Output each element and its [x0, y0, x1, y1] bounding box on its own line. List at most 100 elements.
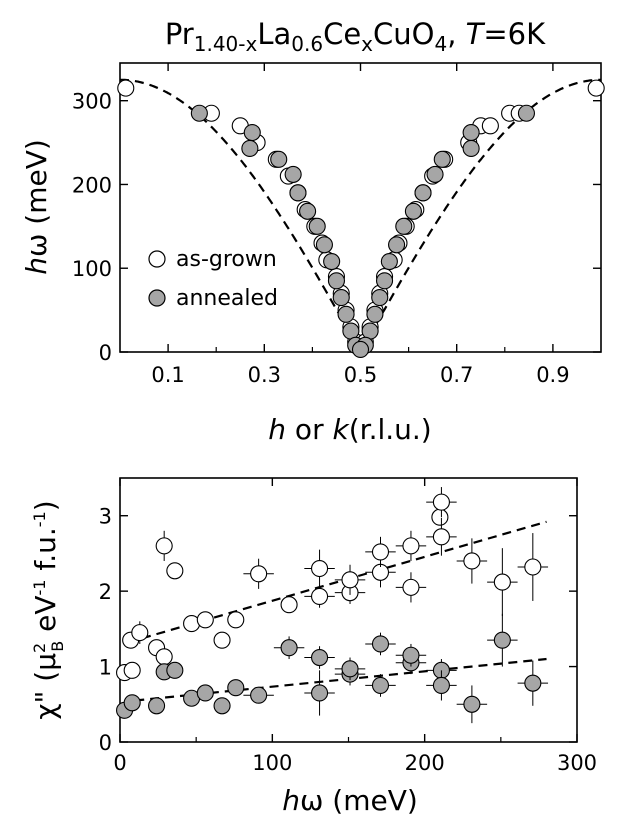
data-point-annealed: [250, 686, 268, 704]
legend-marker-annealed: [148, 289, 166, 307]
legend-label-annealed: annealed: [176, 286, 278, 311]
top-axes: 0.1 0.3 0.5 0.7 0.9 0 100 200 300: [72, 63, 601, 387]
data-point-as-grown: [432, 493, 450, 511]
x-tick-label-top: 0.9: [536, 363, 569, 387]
data-point-annealed: [432, 676, 450, 694]
x-tick-label-top: 0.7: [440, 363, 473, 387]
data-point-annealed: [308, 217, 326, 235]
data-point-annealed: [337, 305, 355, 323]
data-point-as-grown: [402, 578, 420, 596]
y-tick-label-top: 300: [72, 90, 112, 114]
data-point-as-grown: [402, 537, 420, 555]
data-point-annealed: [227, 679, 245, 697]
data-point-annealed: [462, 139, 480, 157]
legend-marker-as-grown: [148, 250, 166, 268]
data-point-annealed: [351, 340, 370, 359]
legend: as-grown annealed: [148, 247, 278, 311]
data-point-annealed: [361, 322, 379, 340]
x-tick-label-top: 0.3: [248, 363, 281, 387]
y-tick-label-bottom: 2: [99, 580, 112, 604]
data-point-annealed: [517, 104, 535, 122]
data-point-annealed: [311, 648, 329, 667]
chart-title: Pr1.40-xLa0.6CexCuO4, T=6K: [165, 17, 546, 56]
data-point-annealed: [323, 252, 341, 271]
x-tick-label-top: 0.1: [151, 363, 184, 387]
data-point-as-grown: [481, 117, 499, 135]
susceptibility-panel: 0 100 200 300 0 1 2 3 hω (meV) χ" (μ2B eV-1 f.u…: [29, 477, 597, 817]
y-tick-label-bottom: 3: [99, 505, 112, 529]
y-tick-label-bottom: 1: [99, 656, 112, 680]
data-point-annealed: [241, 139, 259, 157]
data-point-as-grown: [280, 596, 298, 614]
top-data-points: [117, 79, 605, 359]
data-point-annealed: [433, 150, 451, 168]
data-point-annealed: [243, 123, 261, 142]
data-point-as-grown: [250, 565, 268, 583]
data-point-as-grown: [524, 558, 542, 576]
dispersion-panel: 0.1 0.3 0.5 0.7 0.9 0 100 200 300 as-grown annea…: [20, 62, 605, 446]
data-point-as-grown: [493, 573, 511, 591]
data-point-as-grown: [463, 552, 481, 570]
data-point-annealed: [315, 236, 333, 254]
data-point-annealed: [342, 322, 360, 340]
data-point-annealed: [493, 631, 511, 649]
data-point-annealed: [414, 184, 432, 202]
data-point-as-grown: [196, 611, 214, 629]
bottom-axes: 0 100 200 300 0 1 2 3: [99, 478, 597, 775]
data-point-annealed: [462, 123, 480, 142]
data-point-annealed: [426, 165, 444, 183]
data-point-annealed: [190, 104, 208, 122]
data-point-as-grown: [431, 508, 449, 526]
y-tick-label-bottom: 0: [99, 731, 112, 755]
data-point-annealed: [280, 639, 298, 657]
y-axis-label-top: hω (meV): [20, 139, 53, 275]
bottom-data-points: [116, 487, 549, 724]
data-point-annealed: [395, 217, 413, 235]
data-point-as-grown: [123, 661, 141, 679]
data-point-annealed: [166, 661, 184, 679]
data-point-as-grown: [587, 79, 605, 97]
data-point-annealed: [332, 289, 350, 307]
data-point-annealed: [371, 635, 390, 653]
data-point-annealed: [404, 202, 422, 220]
data-point-annealed: [388, 236, 406, 254]
data-point-as-grown: [227, 611, 245, 629]
x-axis-label-bottom: hω (meV): [282, 784, 418, 817]
x-tick-label-bottom: 0: [113, 751, 126, 775]
data-point-as-grown: [166, 562, 184, 580]
data-point-annealed: [213, 697, 231, 715]
data-point-annealed: [341, 660, 359, 678]
data-point-annealed: [196, 684, 214, 702]
x-axis-label-top: h or k(r.l.u.): [268, 413, 431, 446]
data-point-annealed: [148, 697, 166, 715]
data-point-annealed: [299, 202, 317, 220]
y-axis-label-bottom: χ" (μ2B eV-1 f.u.-1): [29, 500, 67, 719]
data-point-annealed: [371, 676, 390, 694]
data-point-annealed: [463, 695, 481, 713]
y-tick-label-top: 100: [72, 257, 112, 281]
data-point-as-grown: [131, 624, 149, 642]
x-tick-label-bottom: 200: [405, 751, 445, 775]
data-point-annealed: [402, 646, 420, 664]
legend-label-as-grown: as-grown: [176, 247, 277, 272]
data-point-annealed: [123, 694, 141, 712]
data-point-annealed: [375, 272, 394, 290]
data-point-annealed: [371, 289, 389, 307]
x-tick-label-bottom: 100: [252, 751, 292, 775]
data-point-annealed: [311, 684, 329, 702]
data-point-as-grown: [155, 648, 173, 666]
y-tick-label-top: 0: [99, 341, 112, 365]
data-point-as-grown: [311, 587, 329, 605]
y-tick-label-top: 200: [72, 173, 112, 197]
fit-line: [127, 520, 547, 644]
data-point-as-grown: [341, 571, 359, 589]
data-point-annealed: [524, 674, 542, 692]
data-point-as-grown: [311, 559, 329, 578]
x-tick-label-bottom: 300: [557, 751, 597, 775]
data-point-annealed: [289, 184, 307, 202]
data-point-annealed: [284, 165, 302, 183]
data-point-annealed: [380, 252, 398, 271]
x-tick-label-top: 0.5: [344, 363, 377, 387]
